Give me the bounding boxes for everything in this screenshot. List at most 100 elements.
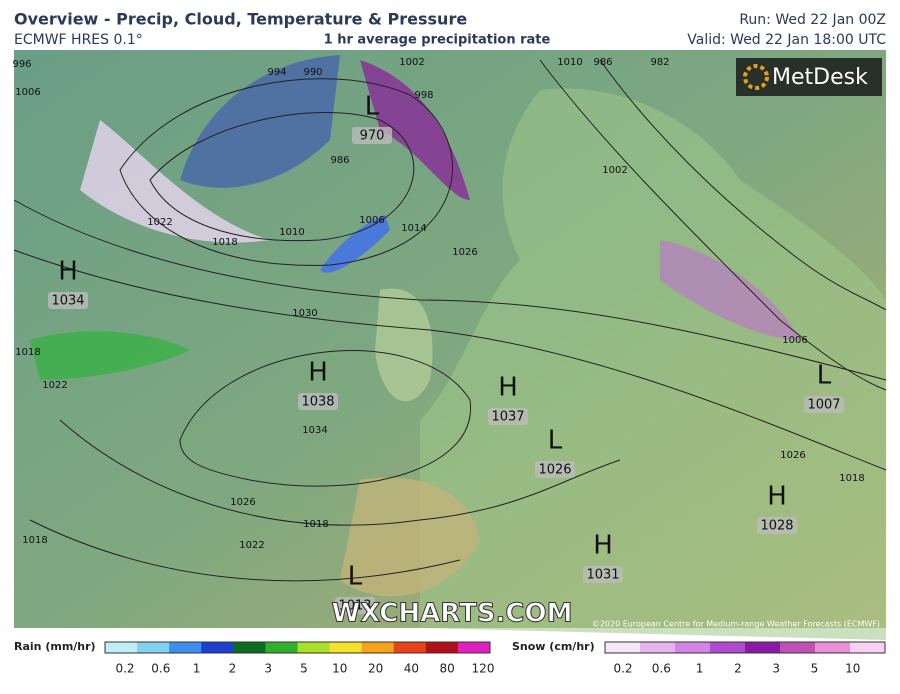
center-type: H [498,373,518,403]
legend-tick-label: 1 [193,662,201,676]
isobar-label: 1006 [359,215,384,226]
center-type: H [58,257,78,287]
isobar-labels: 996 1006 994 990 1002 998 986 1006 1010 1014 1018 1… [12,57,864,551]
legend-tick-label: 0.2 [115,662,134,676]
legend-swatch [815,642,851,653]
legend-tick-label: 40 [404,662,419,676]
legend-swatch [605,642,641,653]
isobar-label: 1010 [557,57,582,68]
center-box [48,292,88,309]
legend-tick-label: 120 [472,662,495,676]
isobar-label: 986 [593,57,612,68]
legend-swatch [457,642,491,653]
center-value: 970 [360,129,385,144]
isobar-label: 1022 [147,217,172,228]
legend-swatch [780,642,816,653]
legend-tick-label: 80 [440,662,455,676]
isobar-label: 1026 [452,247,477,258]
center-value: 1031 [586,568,619,583]
isobar-label: 1018 [15,347,40,358]
legend-swatch [105,642,138,653]
center-value: 1037 [491,410,524,425]
isobar-label: 1026 [230,497,255,508]
legend-frame [104,641,491,654]
center-value: 1026 [538,463,571,478]
legend-tick-label: 1 [696,662,704,676]
legend-swatch [675,642,711,653]
legend-tick-label: 0.6 [652,662,671,676]
isobar-label: 994 [267,67,286,78]
center-box [757,517,797,534]
center-box [804,396,844,413]
isobar-label: 1006 [15,87,40,98]
isobar-label: 996 [12,59,31,70]
center-type: L [817,361,832,391]
map [13,50,887,640]
legend-tick-label: 0.2 [613,662,632,676]
brand-logo [743,64,769,90]
isobar-label: 1022 [239,540,264,551]
center-type: L [548,426,563,456]
center-value: 1007 [807,398,840,413]
legend-tick-label: 2 [229,662,237,676]
pressure-centers: L 970 H 1034 H 1038 H 1037 L 1026 L 1007 H 1028 H 1031 L… [48,92,844,614]
center-value: 1028 [760,519,793,534]
isobar-label: 1018 [22,535,47,546]
center-box [352,127,392,144]
legend-swatch [850,642,886,653]
legend-swatch [329,642,363,653]
isobar-label: 998 [414,90,433,101]
center-value: 1013 [338,599,371,614]
run: Run: Wed 22 Jan 00Z [739,12,886,28]
brand: MetDesk [772,65,868,90]
isobar-label: 1018 [839,473,864,484]
isobar-label: 1018 [303,519,328,530]
legend-tick-label: 2 [734,662,742,676]
brand-box [736,58,882,96]
center-box [335,597,375,614]
center-type: H [593,531,613,561]
legend-frame [604,641,886,654]
legend-tick-label: 0.6 [151,662,170,676]
legend-swatch [361,642,395,653]
legend-swatch [425,642,459,653]
center-type: L [348,562,363,592]
legend-swatch [393,642,427,653]
legend-swatch [640,642,676,653]
copyright: ©2020 European Centre for Medium-range W… [592,620,880,629]
isobar-label: 1006 [782,335,807,346]
legend-swatch [745,642,781,653]
isobar-label: 1014 [401,223,426,234]
rain-legend-title: Rain (mm/hr) [14,640,96,653]
legend-tick-label: 5 [300,662,308,676]
title: Overview - Precip, Cloud, Temperature & … [14,10,467,29]
isobar-label: 1002 [399,57,424,68]
snow-legend-title: Snow (cm/hr) [512,640,595,653]
legend-swatch [201,642,234,653]
legend-swatch [710,642,746,653]
isobar-label: 990 [303,67,322,78]
isobar-label: 1026 [780,450,805,461]
legend-tick-label: 10 [845,662,860,676]
center-type: H [308,358,328,388]
legend-swatch [265,642,298,653]
legend-tick-label: 5 [811,662,819,676]
center-box [298,393,338,410]
legend-tick-label: 20 [368,662,383,676]
center-box [535,461,575,478]
model: ECMWF HRES 0.1° [14,32,143,48]
center-box [488,408,528,425]
legend-tick-label: 3 [264,662,272,676]
center-type: L [365,92,380,122]
isobar-label: 986 [330,155,349,166]
center-value: 1038 [301,395,334,410]
isobar-label: 1030 [292,308,317,319]
legends: 0.2 0.6 1 2 3 5 10 20 40 80 120 0.2 0.6 1 2 3 5 10 [104,641,886,676]
center-value: 1034 [51,294,84,309]
legend-swatch [169,642,202,653]
legend-swatch [137,642,170,653]
center-box [583,566,623,583]
watermark: WXCHARTS.COM [331,599,572,629]
isobar-label: 1010 [279,227,304,238]
